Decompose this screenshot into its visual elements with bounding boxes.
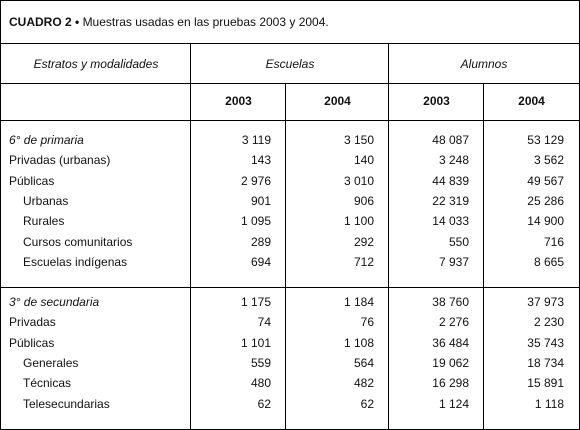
cell: 906 [353, 193, 374, 208]
rule [483, 83, 484, 429]
rule [1, 43, 579, 44]
row-label: Generales [23, 355, 79, 370]
row-label: Rurales [23, 214, 65, 229]
cell: 38 760 [432, 295, 469, 309]
row-label: Públicas [9, 173, 55, 188]
cell: 19 062 [432, 355, 469, 370]
rule [1, 120, 579, 121]
row-label: Telesecundarias [23, 396, 110, 411]
year-header: 2003 [423, 94, 450, 108]
cell: 14 900 [527, 214, 564, 229]
cell: 3 248 [438, 153, 469, 168]
cell: 1 095 [240, 214, 271, 229]
group-header: Escuelas [265, 57, 315, 71]
cell: 140 [353, 153, 374, 168]
cell: 53 129 [527, 133, 564, 147]
cell: 480 [250, 376, 271, 391]
cell: 36 484 [432, 335, 469, 350]
cell: 37 973 [527, 295, 564, 309]
cell: 1 108 [343, 335, 374, 350]
cell: 15 891 [527, 376, 564, 391]
cell: 2 230 [533, 315, 564, 330]
title-text: Muestras usadas en las pruebas 2003 y 20… [82, 15, 329, 29]
cell: 559 [250, 355, 271, 370]
row-label: Privadas [9, 315, 56, 330]
cell: 49 567 [527, 173, 564, 188]
cell: 712 [353, 254, 374, 269]
cell: 2 976 [240, 173, 271, 188]
title-label: CUADRO 2 • [9, 15, 80, 29]
cell: 35 743 [527, 335, 564, 350]
cell: 564 [353, 355, 374, 370]
cell: 143 [250, 153, 271, 168]
cell: 2 276 [438, 315, 469, 330]
row-label: Cursos comunitarios [23, 234, 133, 249]
cell: 1 118 [534, 396, 564, 411]
cell: 694 [250, 254, 271, 269]
cell: 1 101 [240, 335, 271, 350]
cell: 3 150 [343, 133, 374, 147]
cell: 18 734 [527, 355, 564, 370]
cell: 48 087 [432, 133, 469, 147]
section-label: 6° de primaria [9, 133, 84, 147]
year-header: 2004 [324, 94, 351, 108]
row-label: Públicas [9, 335, 55, 350]
cell: 74 [257, 315, 271, 330]
cell: 901 [250, 193, 271, 208]
cell: 3 562 [533, 153, 564, 168]
year-header: 2003 [225, 94, 252, 108]
rule [285, 83, 286, 429]
cell: 292 [353, 234, 374, 249]
stub-header: Estratos y modalidades [33, 57, 159, 71]
group-header: Alumnos [460, 57, 508, 71]
title: CUADRO 2 • Muestras usadas en las prueba… [9, 15, 329, 29]
cell: 76 [360, 315, 374, 330]
cell: 14 033 [432, 214, 469, 229]
cell: 3 119 [241, 133, 271, 147]
cell: 1 175 [240, 295, 271, 309]
cell: 16 298 [432, 376, 469, 391]
row-label: Urbanas [23, 193, 69, 208]
cell: 25 286 [527, 193, 564, 208]
row-label: Privadas (urbanas) [9, 153, 111, 168]
section-label: 3° de secundaria [9, 295, 100, 309]
cell: 482 [353, 376, 374, 391]
cell: 716 [543, 234, 564, 249]
row-label: Escuelas indígenas [23, 254, 128, 269]
rule [1, 83, 579, 84]
cell: 8 665 [533, 254, 564, 269]
cell: 62 [257, 396, 271, 411]
cell: 7 937 [438, 254, 469, 269]
cell: 44 839 [432, 173, 469, 188]
cell: 1 100 [343, 214, 374, 229]
cell: 1 184 [343, 295, 374, 309]
cell: 22 319 [432, 193, 469, 208]
cell: 1 124 [438, 396, 469, 411]
rule [190, 43, 191, 429]
cell: 289 [250, 234, 271, 249]
cell: 3 010 [343, 173, 374, 188]
year-header: 2004 [518, 94, 545, 108]
rule [388, 43, 389, 429]
row-label: Técnicas [23, 376, 72, 391]
rule [1, 287, 579, 288]
cell: 62 [360, 396, 374, 411]
cell: 550 [448, 234, 469, 249]
